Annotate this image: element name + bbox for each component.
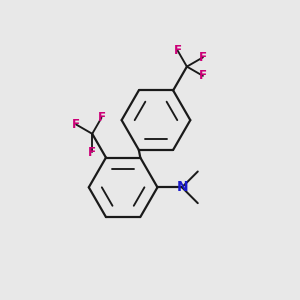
Text: F: F xyxy=(72,118,80,131)
Text: F: F xyxy=(88,146,96,159)
Text: F: F xyxy=(174,44,182,57)
Text: F: F xyxy=(199,69,207,82)
Text: F: F xyxy=(98,111,106,124)
Text: F: F xyxy=(199,51,207,64)
Text: N: N xyxy=(177,180,189,194)
